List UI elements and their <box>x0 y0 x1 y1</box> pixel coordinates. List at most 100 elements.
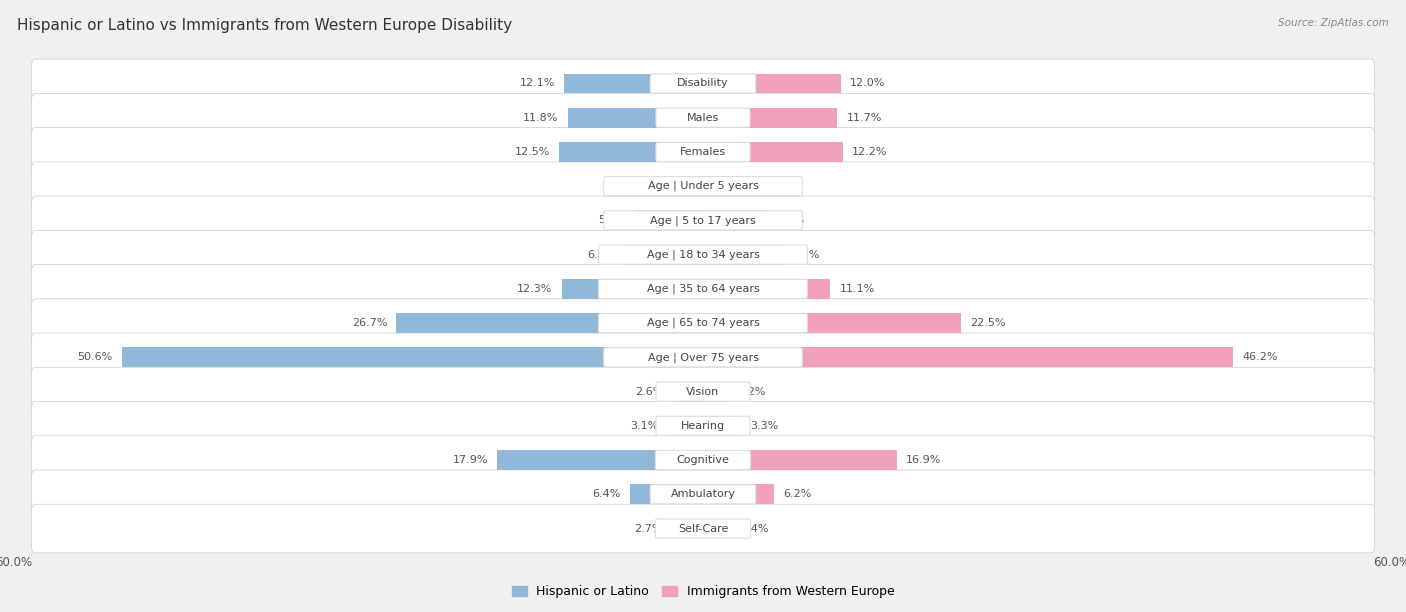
Text: 2.2%: 2.2% <box>738 387 766 397</box>
Bar <box>636 211 703 230</box>
Legend: Hispanic or Latino, Immigrants from Western Europe: Hispanic or Latino, Immigrants from West… <box>506 580 900 603</box>
Text: 5.6%: 5.6% <box>776 215 804 225</box>
Bar <box>396 313 703 333</box>
Bar <box>703 176 718 196</box>
FancyBboxPatch shape <box>650 74 756 93</box>
Text: Vision: Vision <box>686 387 720 397</box>
Bar <box>562 279 703 299</box>
Text: 12.1%: 12.1% <box>519 78 555 89</box>
Bar <box>703 73 841 94</box>
FancyBboxPatch shape <box>31 504 1375 553</box>
Text: Males: Males <box>688 113 718 122</box>
Text: 11.7%: 11.7% <box>846 113 882 122</box>
FancyBboxPatch shape <box>657 108 749 127</box>
Text: 50.6%: 50.6% <box>77 353 112 362</box>
FancyBboxPatch shape <box>599 279 807 299</box>
FancyBboxPatch shape <box>31 230 1375 279</box>
Text: Self-Care: Self-Care <box>678 523 728 534</box>
Text: 2.4%: 2.4% <box>740 523 768 534</box>
Text: Disability: Disability <box>678 78 728 89</box>
FancyBboxPatch shape <box>31 59 1375 108</box>
Text: 3.1%: 3.1% <box>630 421 658 431</box>
Bar <box>703 313 962 333</box>
FancyBboxPatch shape <box>31 333 1375 382</box>
Text: Ambulatory: Ambulatory <box>671 490 735 499</box>
Text: Hispanic or Latino vs Immigrants from Western Europe Disability: Hispanic or Latino vs Immigrants from We… <box>17 18 512 34</box>
FancyBboxPatch shape <box>31 94 1375 142</box>
FancyBboxPatch shape <box>655 450 751 469</box>
Text: 1.4%: 1.4% <box>728 181 756 191</box>
FancyBboxPatch shape <box>31 470 1375 518</box>
Bar <box>688 176 703 196</box>
FancyBboxPatch shape <box>603 211 803 230</box>
Bar <box>673 382 703 401</box>
FancyBboxPatch shape <box>657 382 749 401</box>
Bar <box>672 518 703 539</box>
FancyBboxPatch shape <box>31 401 1375 450</box>
Text: 26.7%: 26.7% <box>352 318 387 328</box>
Text: 12.2%: 12.2% <box>852 147 887 157</box>
Text: Age | Over 75 years: Age | Over 75 years <box>648 352 758 362</box>
FancyBboxPatch shape <box>599 245 807 264</box>
Bar <box>560 142 703 162</box>
FancyBboxPatch shape <box>657 416 749 435</box>
Text: 46.2%: 46.2% <box>1243 353 1278 362</box>
FancyBboxPatch shape <box>603 348 803 367</box>
Text: Age | 18 to 34 years: Age | 18 to 34 years <box>647 250 759 260</box>
Bar <box>703 279 831 299</box>
FancyBboxPatch shape <box>31 128 1375 176</box>
Bar <box>703 245 782 264</box>
FancyBboxPatch shape <box>599 313 807 333</box>
Bar <box>703 518 731 539</box>
FancyBboxPatch shape <box>31 367 1375 416</box>
Text: 6.9%: 6.9% <box>792 250 820 259</box>
Text: Age | 65 to 74 years: Age | 65 to 74 years <box>647 318 759 329</box>
Text: Source: ZipAtlas.com: Source: ZipAtlas.com <box>1278 18 1389 28</box>
Text: 11.1%: 11.1% <box>839 284 875 294</box>
Bar <box>630 484 703 504</box>
FancyBboxPatch shape <box>655 519 751 538</box>
Text: 11.8%: 11.8% <box>523 113 558 122</box>
Bar <box>703 108 838 128</box>
Bar <box>703 484 775 504</box>
Text: 12.3%: 12.3% <box>517 284 553 294</box>
Bar <box>703 211 768 230</box>
FancyBboxPatch shape <box>650 485 756 504</box>
Text: Cognitive: Cognitive <box>676 455 730 465</box>
FancyBboxPatch shape <box>603 177 803 196</box>
Text: 12.0%: 12.0% <box>851 78 886 89</box>
Text: 6.8%: 6.8% <box>588 250 616 259</box>
Bar <box>703 416 741 436</box>
Bar <box>703 382 728 401</box>
Text: 6.4%: 6.4% <box>592 490 620 499</box>
Text: 6.2%: 6.2% <box>783 490 811 499</box>
Bar <box>122 348 703 367</box>
Bar <box>703 450 897 470</box>
Bar <box>703 142 844 162</box>
Text: 22.5%: 22.5% <box>970 318 1007 328</box>
Text: 2.7%: 2.7% <box>634 523 662 534</box>
FancyBboxPatch shape <box>31 162 1375 211</box>
FancyBboxPatch shape <box>31 196 1375 245</box>
Bar <box>568 108 703 128</box>
Bar <box>668 416 703 436</box>
Text: 2.6%: 2.6% <box>636 387 664 397</box>
Text: 17.9%: 17.9% <box>453 455 488 465</box>
Text: 16.9%: 16.9% <box>907 455 942 465</box>
FancyBboxPatch shape <box>31 299 1375 348</box>
Text: Females: Females <box>681 147 725 157</box>
Bar <box>703 348 1233 367</box>
Text: 5.9%: 5.9% <box>598 215 626 225</box>
FancyBboxPatch shape <box>31 436 1375 484</box>
Text: Hearing: Hearing <box>681 421 725 431</box>
Bar <box>498 450 703 470</box>
Text: 12.5%: 12.5% <box>515 147 550 157</box>
Bar <box>624 245 703 264</box>
Bar <box>564 73 703 94</box>
Text: 3.3%: 3.3% <box>749 421 779 431</box>
Text: Age | Under 5 years: Age | Under 5 years <box>648 181 758 192</box>
Text: Age | 35 to 64 years: Age | 35 to 64 years <box>647 283 759 294</box>
FancyBboxPatch shape <box>31 264 1375 313</box>
Text: Age | 5 to 17 years: Age | 5 to 17 years <box>650 215 756 226</box>
FancyBboxPatch shape <box>657 143 749 162</box>
